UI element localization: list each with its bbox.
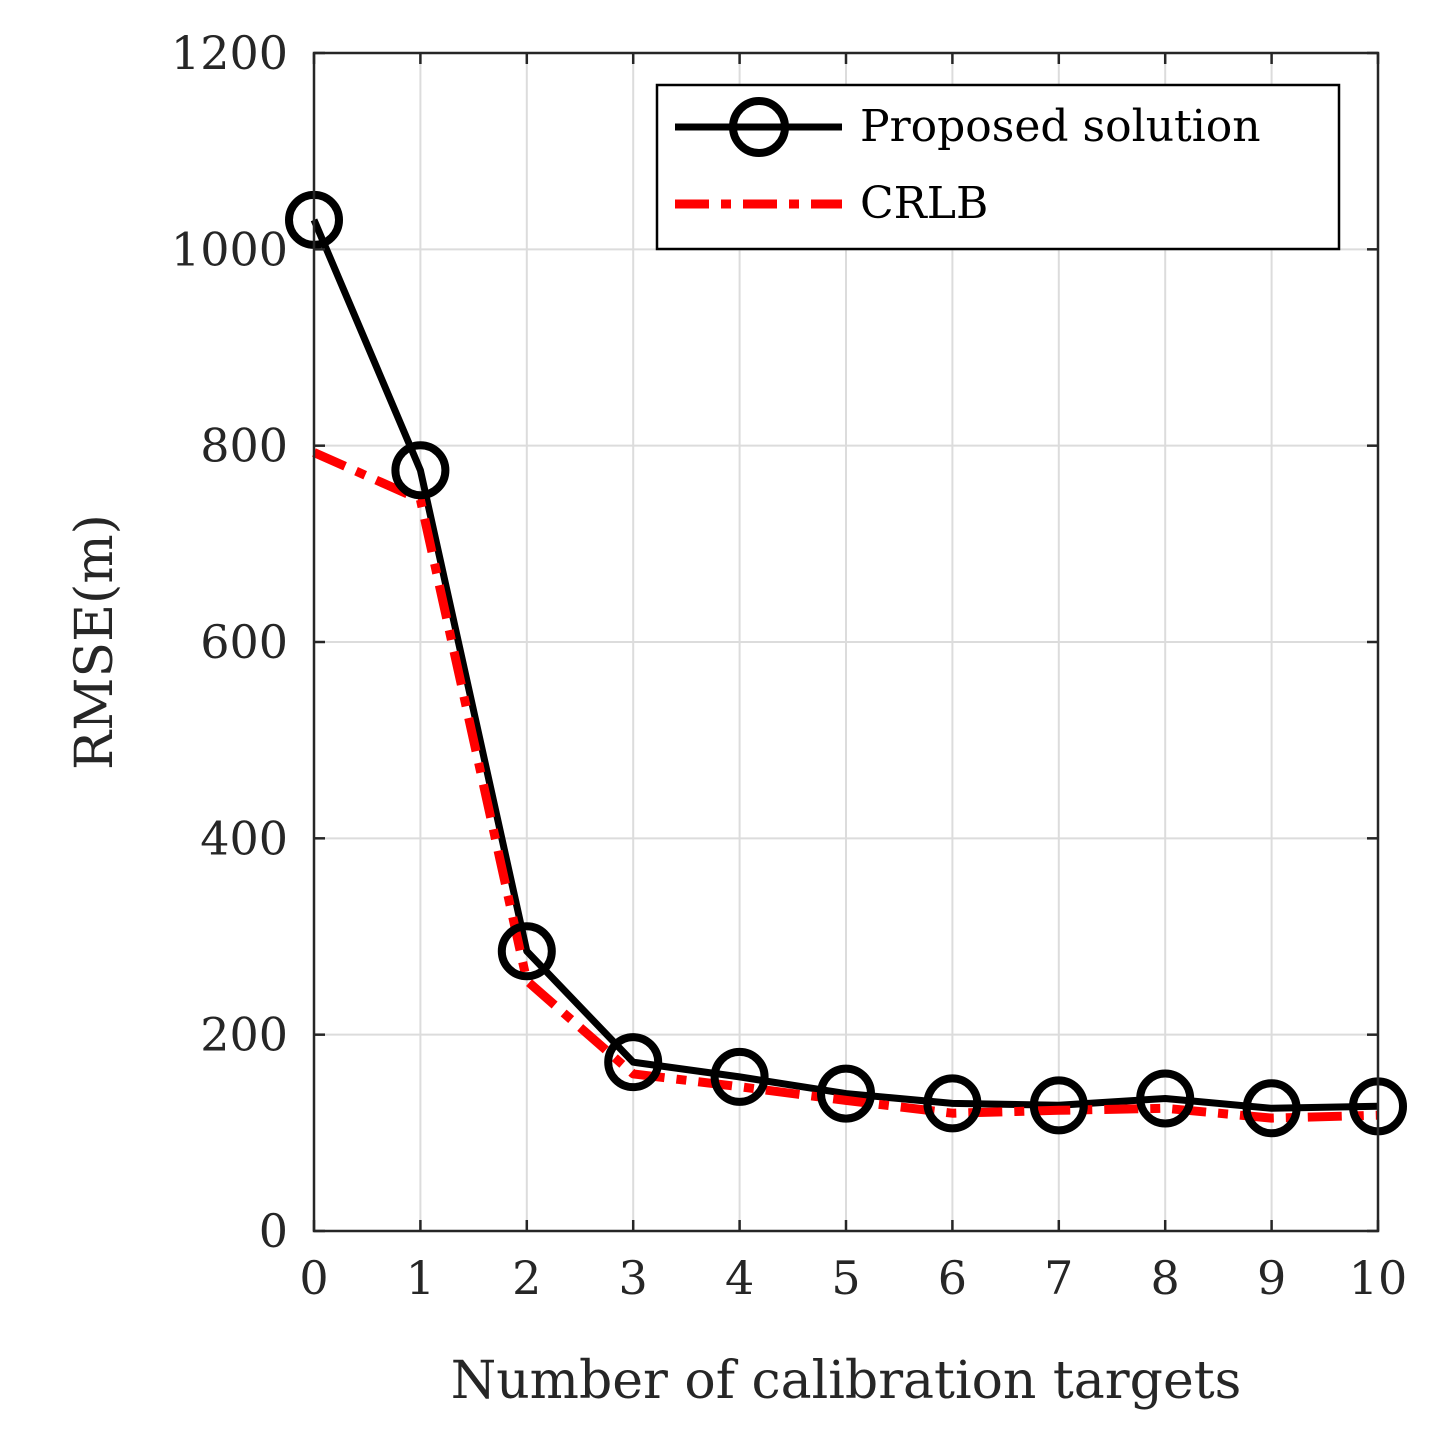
y-tick-label: 1200 [171,26,288,80]
tick-labels: 0 1 2 3 4 5 6 7 8 9 10 0 200 400 600 800 1000 1200 [171,26,1407,1305]
data-point-proposed [391,441,450,500]
legend: Proposed solution CRLB [655,83,1341,251]
tick-marks [312,51,1380,1233]
x-tick-label: 8 [1151,1251,1180,1305]
legend-marker-proposed [729,97,789,157]
data-point-proposed [1029,1076,1088,1135]
data-point-proposed [1136,1069,1195,1128]
x-axis-title: Number of calibration targets [451,1351,1242,1411]
x-tick-label: 1 [406,1251,435,1305]
y-tick-label: 400 [200,811,288,865]
y-tick-label: 1000 [171,222,288,276]
data-point-proposed [497,922,556,981]
y-tick-label: 200 [200,1008,288,1062]
x-tick-label: 2 [512,1251,541,1305]
y-tick-label: 600 [200,615,288,669]
legend-label-proposed: Proposed solution [860,101,1261,152]
x-tick-label: 3 [619,1251,648,1305]
x-tick-label: 4 [725,1251,754,1305]
data-point-proposed [817,1064,875,1123]
x-tick-label: 0 [299,1251,328,1305]
legend-box [655,83,1341,251]
series-line-crlb [312,448,1379,1123]
x-tick-label: 7 [1044,1251,1073,1305]
series-line-proposed [310,218,1379,1112]
legend-label-crlb: CRLB [860,178,988,229]
y-axis-title: RMSE(m) [65,514,125,770]
y-tick-label: 800 [200,419,288,473]
data-point-proposed [710,1047,769,1106]
x-tick-label: 10 [1349,1251,1408,1305]
data-point-proposed [1242,1079,1301,1138]
x-tick-label: 6 [938,1251,967,1305]
x-tick-label: 9 [1257,1251,1286,1305]
x-tick-label: 5 [831,1251,860,1305]
y-tick-label: 0 [259,1204,288,1258]
data-point-proposed [923,1074,982,1133]
data-point-proposed [604,1033,663,1092]
